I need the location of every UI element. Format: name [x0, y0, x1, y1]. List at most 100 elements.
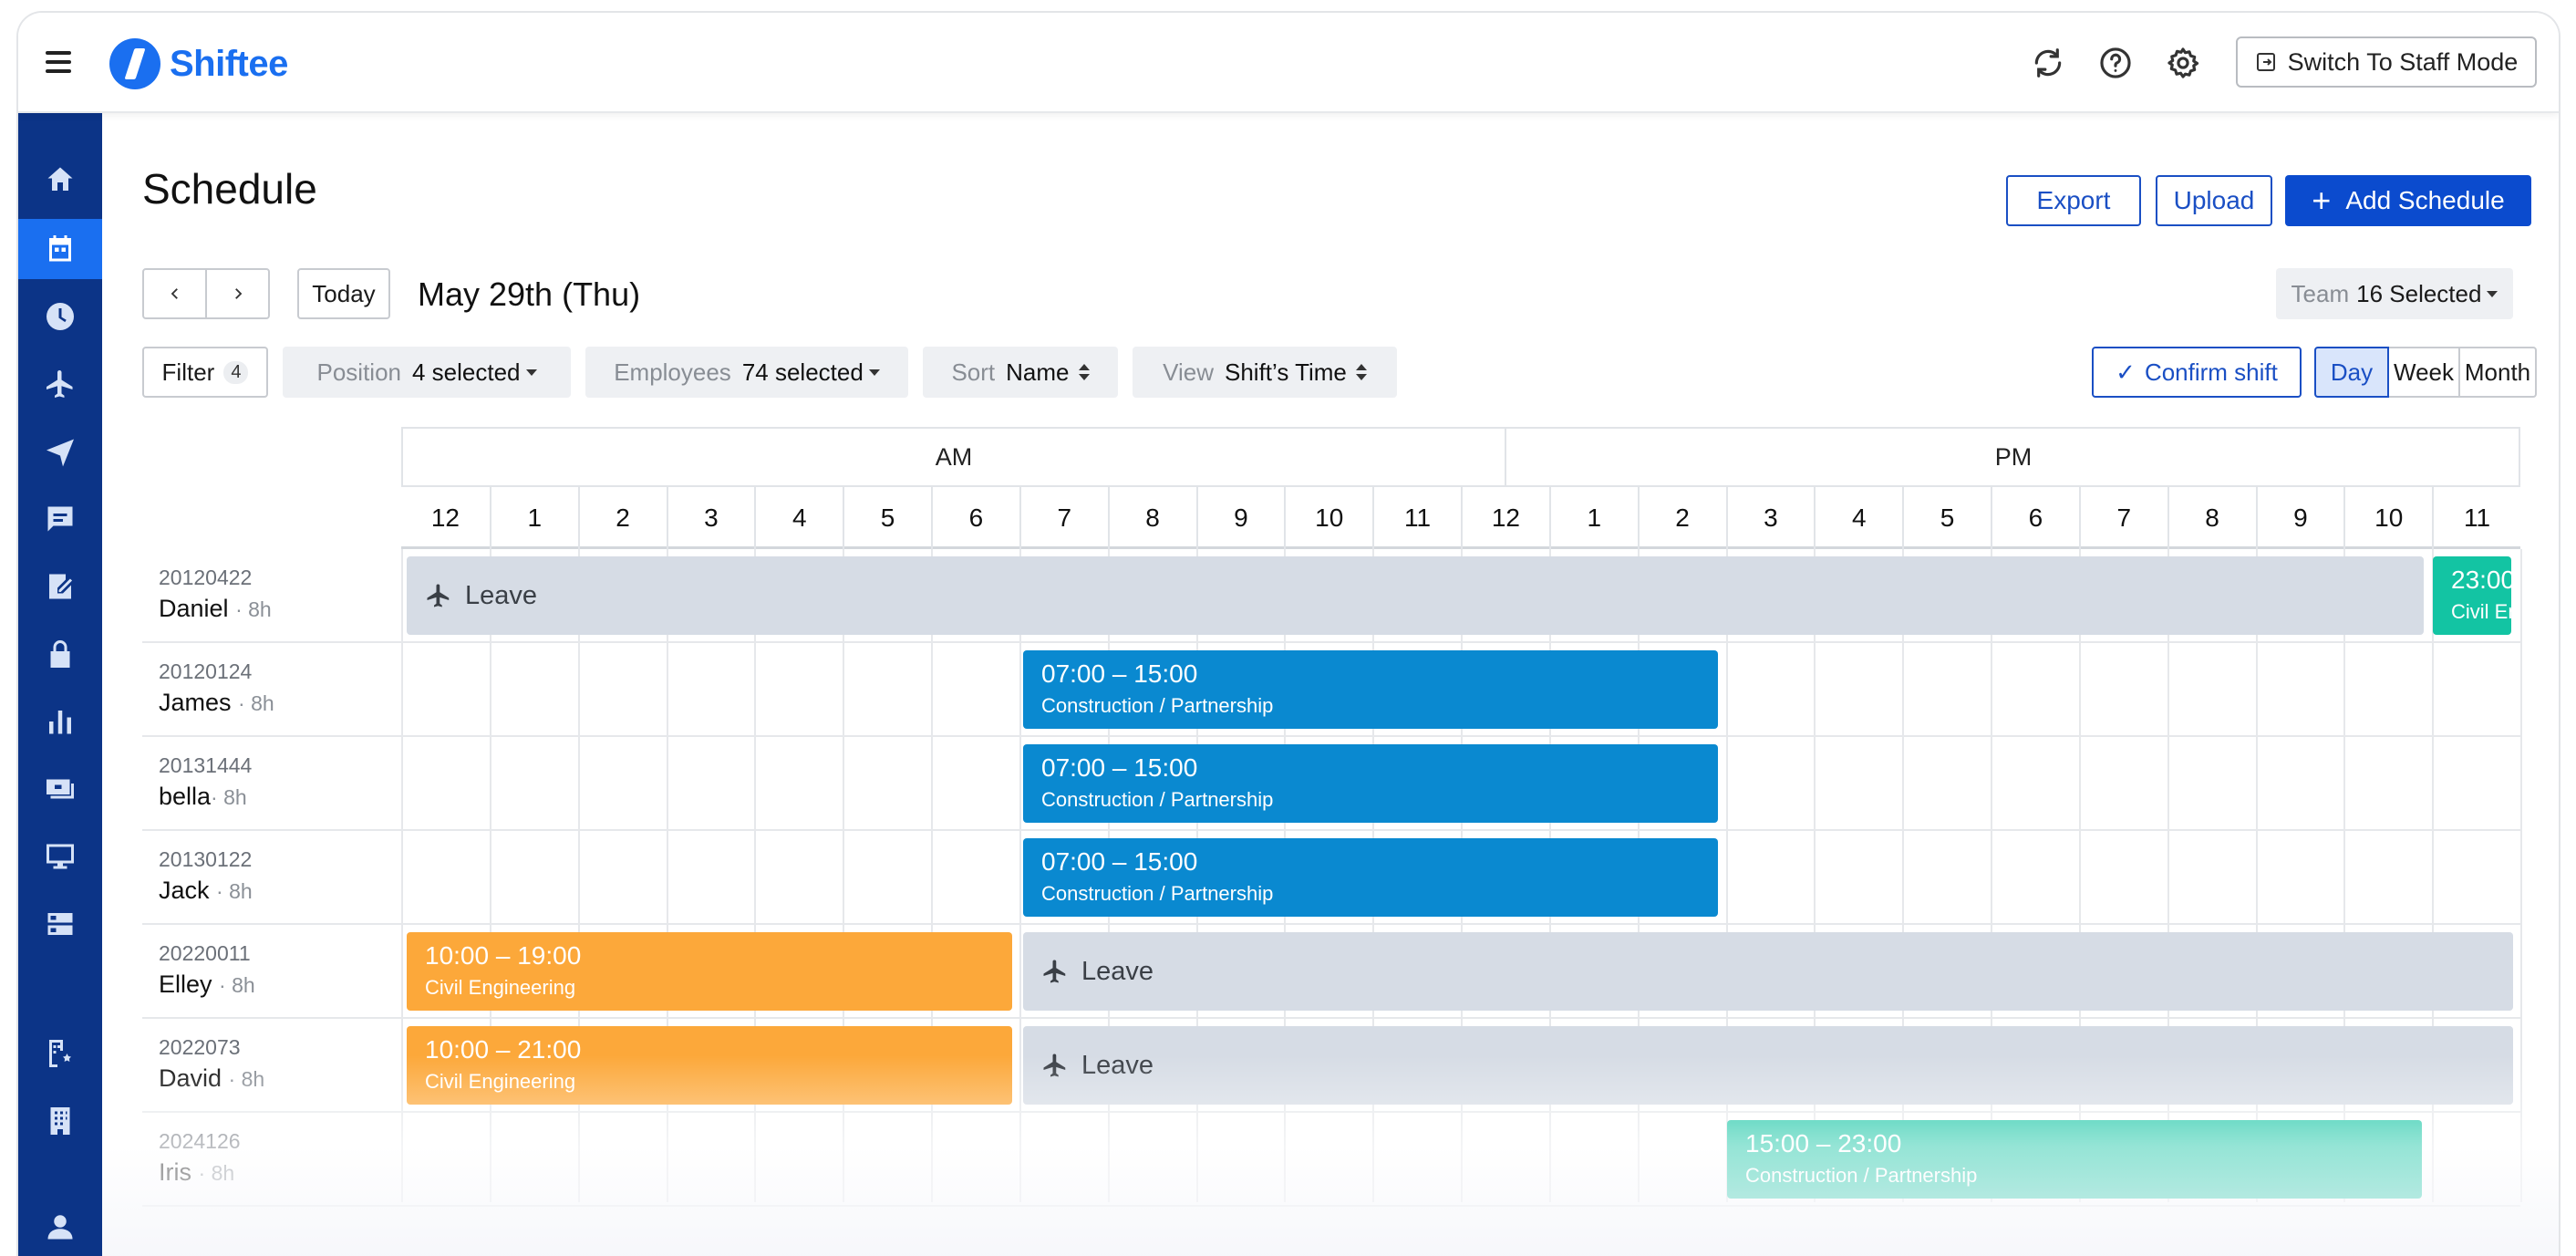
brand-name: Shiftee: [170, 43, 288, 84]
employees-filter-label: Employees: [614, 358, 731, 386]
switch-to-staff-mode-button[interactable]: Switch To Staff Mode: [2236, 36, 2537, 88]
sidebar-item-messages[interactable]: [18, 489, 102, 549]
export-button[interactable]: Export: [2006, 175, 2141, 226]
sidebar-item-schedule[interactable]: [18, 219, 102, 279]
sort-selector[interactable]: Sort Name: [923, 347, 1118, 398]
view-mode-toggle: Day Week Month: [2314, 347, 2537, 398]
employee-hours: · 8h: [211, 785, 247, 809]
shift-dept: Civil Engineering: [425, 976, 576, 999]
employee-name-text: bella: [159, 783, 212, 810]
sidebar-item-home[interactable]: [18, 150, 102, 210]
refresh-icon[interactable]: [2031, 46, 2065, 80]
sidebar-item-company-settings[interactable]: [18, 1023, 102, 1084]
sidebar-item-security[interactable]: [18, 624, 102, 684]
hour-label: 5: [843, 487, 931, 549]
employee-hours: · 8h: [235, 597, 272, 621]
employee-name: Elley · 8h: [159, 971, 255, 999]
view-mode-day[interactable]: Day: [2314, 347, 2389, 398]
today-button[interactable]: Today: [297, 268, 390, 319]
grid-line: [1725, 549, 1728, 1202]
grid-line: [843, 549, 845, 1202]
hour-label: 12: [430, 503, 460, 532]
airplane-icon: [427, 584, 450, 607]
confirm-shift-button[interactable]: ✓ Confirm shift: [2092, 347, 2302, 398]
shift-block[interactable]: 10:00 – 21:00 Civil Engineering: [407, 1026, 1012, 1105]
hour-label: 1: [489, 487, 578, 549]
employee-name: Daniel · 8h: [159, 595, 272, 623]
leave-label: Leave: [465, 580, 538, 610]
shift-dept: Construction / Partnership: [1041, 694, 1274, 717]
settings-gear-icon[interactable]: [2166, 46, 2200, 80]
employee-id: 2022073: [159, 1035, 241, 1059]
employee-name-text: David: [159, 1064, 222, 1092]
team-label: Team: [2291, 279, 2350, 307]
schedule-body: 20120422 Daniel · 8h 20120124 James · 8h…: [142, 549, 2522, 1220]
grid-line: [2255, 549, 2258, 1202]
leave-block[interactable]: Leave: [1023, 932, 2513, 1011]
sidebar-item-devices[interactable]: [18, 826, 102, 887]
sidebar-item-data[interactable]: [18, 894, 102, 954]
view-updown-icon: [1355, 364, 1367, 380]
position-filter-label: Position: [316, 358, 401, 386]
sidebar-item-payroll[interactable]: [18, 759, 102, 819]
team-value: 16 Selected: [2356, 279, 2482, 307]
hours-header: 12 1 2 3 4 5 6 7 8 9 10 11 12 1 2 3 4 5 6 7 8 9 10 11: [401, 485, 2520, 549]
leave-block[interactable]: Leave: [1023, 1026, 2513, 1105]
hour-label: 3: [666, 487, 755, 549]
leave-block[interactable]: Leave: [407, 556, 2424, 635]
view-mode-week[interactable]: Week: [2387, 347, 2460, 398]
chevron-left-icon: [171, 288, 178, 299]
shift-block[interactable]: 23:00 Civil Engineering: [2433, 556, 2511, 635]
leave-label: Leave: [1081, 1050, 1154, 1080]
add-schedule-button[interactable]: + Add Schedule: [2285, 175, 2531, 226]
sidebar-item-attendance[interactable]: [18, 286, 102, 347]
sidebar-item-reports[interactable]: [18, 691, 102, 752]
logo[interactable]: Shiftee: [109, 38, 288, 89]
caret-down-icon: [868, 368, 880, 376]
sidebar-item-notes[interactable]: [18, 556, 102, 617]
shift-block[interactable]: 15:00 – 23:00 Construction / Partnership: [1727, 1120, 2422, 1199]
grid-line: [931, 549, 933, 1202]
sidebar-item-company[interactable]: [18, 1091, 102, 1151]
shift-time: 23:00: [2451, 566, 2511, 594]
upload-button[interactable]: Upload: [2156, 175, 2272, 226]
shift-block[interactable]: 07:00 – 15:00 Construction / Partnership: [1023, 838, 1718, 917]
employee-row[interactable]: 20131444 bella· 8h: [142, 737, 2520, 831]
view-mode-month[interactable]: Month: [2458, 347, 2537, 398]
page-title: Schedule: [142, 165, 317, 213]
hour-label: 2: [577, 487, 667, 549]
monitor-icon: [47, 844, 74, 869]
employee-row[interactable]: 20130122 Jack · 8h: [142, 831, 2520, 925]
team-selector[interactable]: Team 16 Selected: [2276, 268, 2513, 319]
note-icon: [49, 574, 73, 599]
hour-label: 11: [1372, 487, 1461, 549]
employee-row[interactable]: 20120422 Daniel · 8h: [142, 549, 2520, 643]
employee-row[interactable]: 20120124 James · 8h: [142, 643, 2520, 737]
next-day-button[interactable]: [206, 268, 270, 319]
shift-block[interactable]: 07:00 – 15:00 Construction / Partnership: [1023, 650, 1718, 729]
hour-label: 8: [2167, 487, 2256, 549]
shift-block[interactable]: 07:00 – 15:00 Construction / Partnership: [1023, 744, 1718, 823]
employee-name-text: James: [159, 689, 232, 716]
hour-label: 3: [1725, 487, 1815, 549]
position-filter[interactable]: Position 4 selected: [283, 347, 571, 398]
employees-filter[interactable]: Employees 74 selected: [585, 347, 908, 398]
grid-line: [2078, 549, 2081, 1202]
chat-icon: [47, 506, 73, 532]
shift-block[interactable]: 10:00 – 19:00 Civil Engineering: [407, 932, 1012, 1011]
sidebar-item-requests[interactable]: [18, 421, 102, 482]
sort-label: Sort: [951, 358, 996, 386]
shiftee-logo-icon: [109, 38, 160, 89]
view-selector[interactable]: View Shift’s Time: [1133, 347, 1397, 398]
employee-name-text: Jack: [159, 877, 210, 904]
employee-row[interactable]: 20220011 Elley · 8h: [142, 925, 2520, 1019]
hamburger-menu-icon[interactable]: [46, 51, 71, 73]
confirm-shift-label: Confirm shift: [2144, 358, 2278, 386]
sidebar-item-profile[interactable]: [18, 1197, 102, 1256]
prev-day-button[interactable]: [142, 268, 206, 319]
hour-label: 10: [1284, 487, 1372, 549]
filter-button[interactable]: Filter 4: [142, 347, 268, 398]
help-icon[interactable]: [2098, 46, 2133, 80]
filter-count-badge: 4: [223, 360, 249, 384]
sidebar-item-leave[interactable]: [18, 354, 102, 414]
